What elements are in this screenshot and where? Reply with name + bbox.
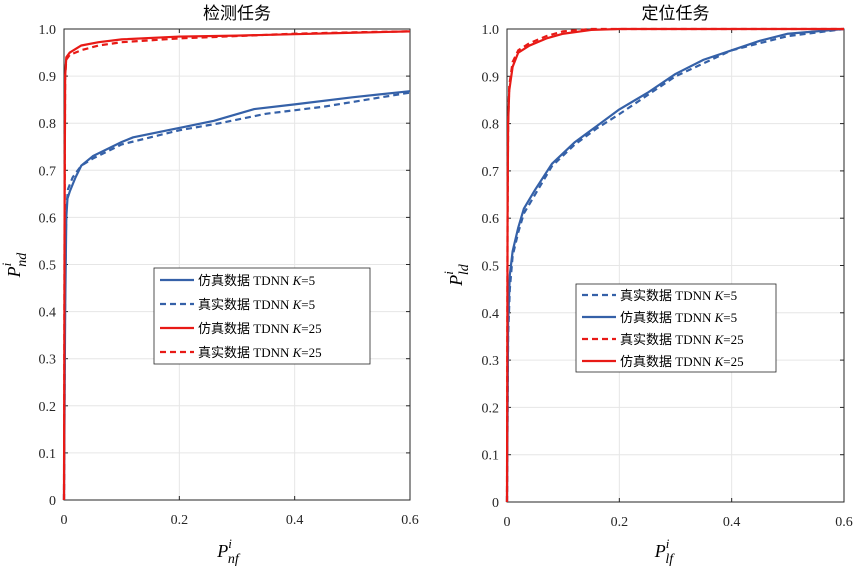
y-tick-label: 0.6 — [39, 211, 57, 226]
x-axis-label: Pi nf — [216, 536, 241, 567]
y-tick-label: 1.0 — [482, 23, 500, 38]
x-tick-label: 0.6 — [401, 513, 419, 528]
legend-entry: 真实数据 TDNN K=25 — [198, 345, 322, 360]
y-tick-label: 0 — [492, 496, 499, 511]
y-tick-label: 0.6 — [482, 212, 500, 227]
y-tick-label: 0.1 — [482, 449, 500, 464]
y-tick-label: 0.5 — [482, 260, 500, 275]
y-tick-label: 0.4 — [482, 307, 500, 322]
y-tick-label: 0.3 — [39, 353, 57, 368]
legend-entry: 仿真数据 TDNN K=25 — [620, 354, 744, 369]
y-tick-label: 0.5 — [39, 259, 57, 274]
legend-entry: 真实数据 TDNN K=5 — [198, 297, 315, 312]
legend-entry: 仿真数据 TDNN K=5 — [198, 273, 315, 288]
y-axis-label: Pild — [441, 263, 472, 287]
y-tick-label: 0.3 — [482, 354, 500, 369]
legend-box — [153, 267, 371, 365]
x-tick-label: 0 — [61, 513, 68, 528]
x-tick-label: 0.4 — [723, 515, 741, 530]
y-tick-label: 0.2 — [482, 401, 500, 416]
y-axis-label: Pind — [0, 252, 30, 279]
chart-title: 检测任务 — [203, 4, 271, 23]
legend: 仿真数据 TDNN K=5 真实数据 TDNN K=5 仿真数据 TDNN K=25… — [153, 267, 371, 365]
x-tick-label: 0 — [504, 515, 511, 530]
x-tick-label: 0.2 — [171, 513, 189, 528]
y-tick-label: 1.0 — [39, 23, 57, 38]
x-tick-label: 0.4 — [286, 513, 304, 528]
y-tick-label: 0.8 — [482, 118, 500, 133]
chart-title: 定位任务 — [642, 4, 710, 23]
chart-panel-2: 0 0.1 0.2 0.3 0.4 0.5 0.6 0.7 0.8 0.9 1.0 0 0.2 0.4 0.… — [441, 4, 853, 567]
legend-entry: 仿真数据 TDNN K=25 — [198, 321, 322, 336]
y-tick-label: 0.7 — [482, 165, 500, 180]
series-line-2 — [62, 91, 411, 501]
series-line-4 — [62, 30, 411, 501]
chart-panel-1: 0 0.1 0.2 0.3 0.4 0.5 0.6 0.7 0.8 0.9 1.0 0 0.2 0.4 0.… — [0, 4, 419, 567]
y-tick-label: 0.4 — [39, 306, 57, 321]
y-tick-label: 0.1 — [39, 447, 57, 462]
series-line-1 — [505, 27, 845, 503]
y-tick-label: 0.2 — [39, 400, 57, 415]
y-tick-label: 0.8 — [39, 117, 57, 132]
y-tick-label: 0.9 — [482, 70, 500, 85]
x-axis-label: Pi lf — [654, 536, 676, 567]
y-tick-label: 0 — [49, 494, 56, 509]
series-line-4 — [505, 27, 844, 503]
series-line-2 — [505, 27, 845, 503]
legend: 真实数据 TDNN K=5 仿真数据 TDNN K=5 真实数据 TDNN K=25… — [575, 283, 777, 373]
x-tick-label: 0.6 — [835, 515, 853, 530]
x-tick-label: 0.2 — [611, 515, 629, 530]
legend-entry: 真实数据 TDNN K=25 — [620, 332, 744, 347]
series-line-3 — [505, 27, 844, 503]
y-tick-label: 0.9 — [39, 70, 57, 85]
legend-entry: 仿真数据 TDNN K=5 — [620, 310, 737, 325]
y-tick-label: 0.7 — [39, 164, 57, 179]
legend-entry: 真实数据 TDNN K=5 — [620, 288, 737, 303]
legend-box — [575, 283, 777, 373]
